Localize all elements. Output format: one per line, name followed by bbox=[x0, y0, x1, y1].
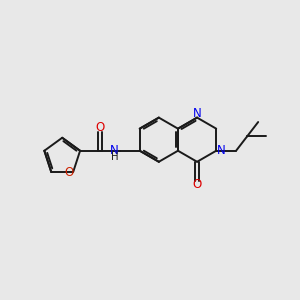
Text: O: O bbox=[193, 178, 202, 191]
Text: N: N bbox=[217, 144, 226, 157]
Text: N: N bbox=[110, 144, 119, 157]
Text: N: N bbox=[193, 107, 202, 120]
Text: O: O bbox=[95, 121, 105, 134]
Text: H: H bbox=[111, 152, 118, 162]
Text: O: O bbox=[64, 166, 73, 179]
